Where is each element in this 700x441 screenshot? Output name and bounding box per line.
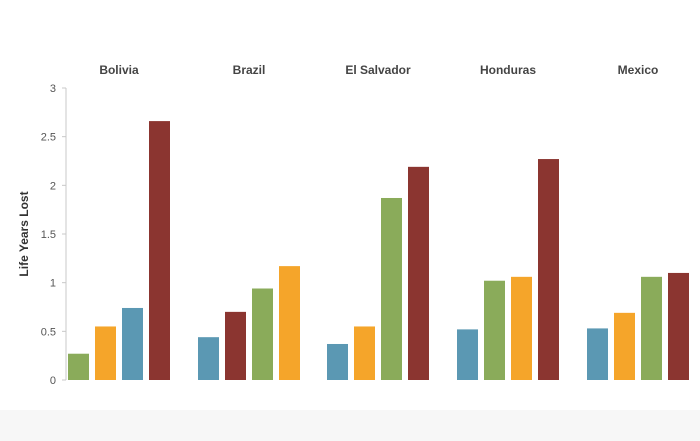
y-tick-label: 1 bbox=[50, 278, 56, 290]
bar bbox=[68, 353, 89, 380]
bottom-band bbox=[0, 410, 700, 441]
y-tick-label: 0 bbox=[50, 375, 56, 387]
bar bbox=[225, 311, 246, 380]
bar bbox=[279, 266, 300, 380]
bar bbox=[149, 121, 170, 381]
y-tick-label: 2 bbox=[50, 180, 56, 192]
bar bbox=[354, 326, 375, 380]
bar bbox=[641, 276, 662, 380]
bar bbox=[511, 276, 532, 380]
facet-title: El Salvador bbox=[345, 63, 411, 77]
facet-title: Brazil bbox=[233, 63, 266, 77]
bar bbox=[327, 343, 348, 380]
y-tick-label: 3 bbox=[50, 83, 56, 95]
bar bbox=[122, 307, 143, 380]
bar bbox=[198, 337, 219, 380]
y-axis-title: Life Years Lost bbox=[17, 191, 31, 276]
y-tick-label: 0.5 bbox=[41, 326, 56, 338]
bar bbox=[538, 159, 559, 380]
bar bbox=[95, 326, 116, 380]
bar bbox=[381, 197, 402, 380]
y-tick-label: 1.5 bbox=[41, 229, 56, 241]
facet-title: Honduras bbox=[480, 63, 536, 77]
facet-title: Mexico bbox=[618, 63, 659, 77]
bar bbox=[614, 312, 635, 380]
bar bbox=[252, 288, 273, 380]
facet-title: Bolivia bbox=[99, 63, 139, 77]
bar bbox=[587, 328, 608, 380]
bar bbox=[668, 272, 689, 380]
bar bbox=[457, 329, 478, 380]
y-tick-label: 2.5 bbox=[41, 132, 56, 144]
bar bbox=[408, 166, 429, 380]
bar bbox=[484, 280, 505, 380]
